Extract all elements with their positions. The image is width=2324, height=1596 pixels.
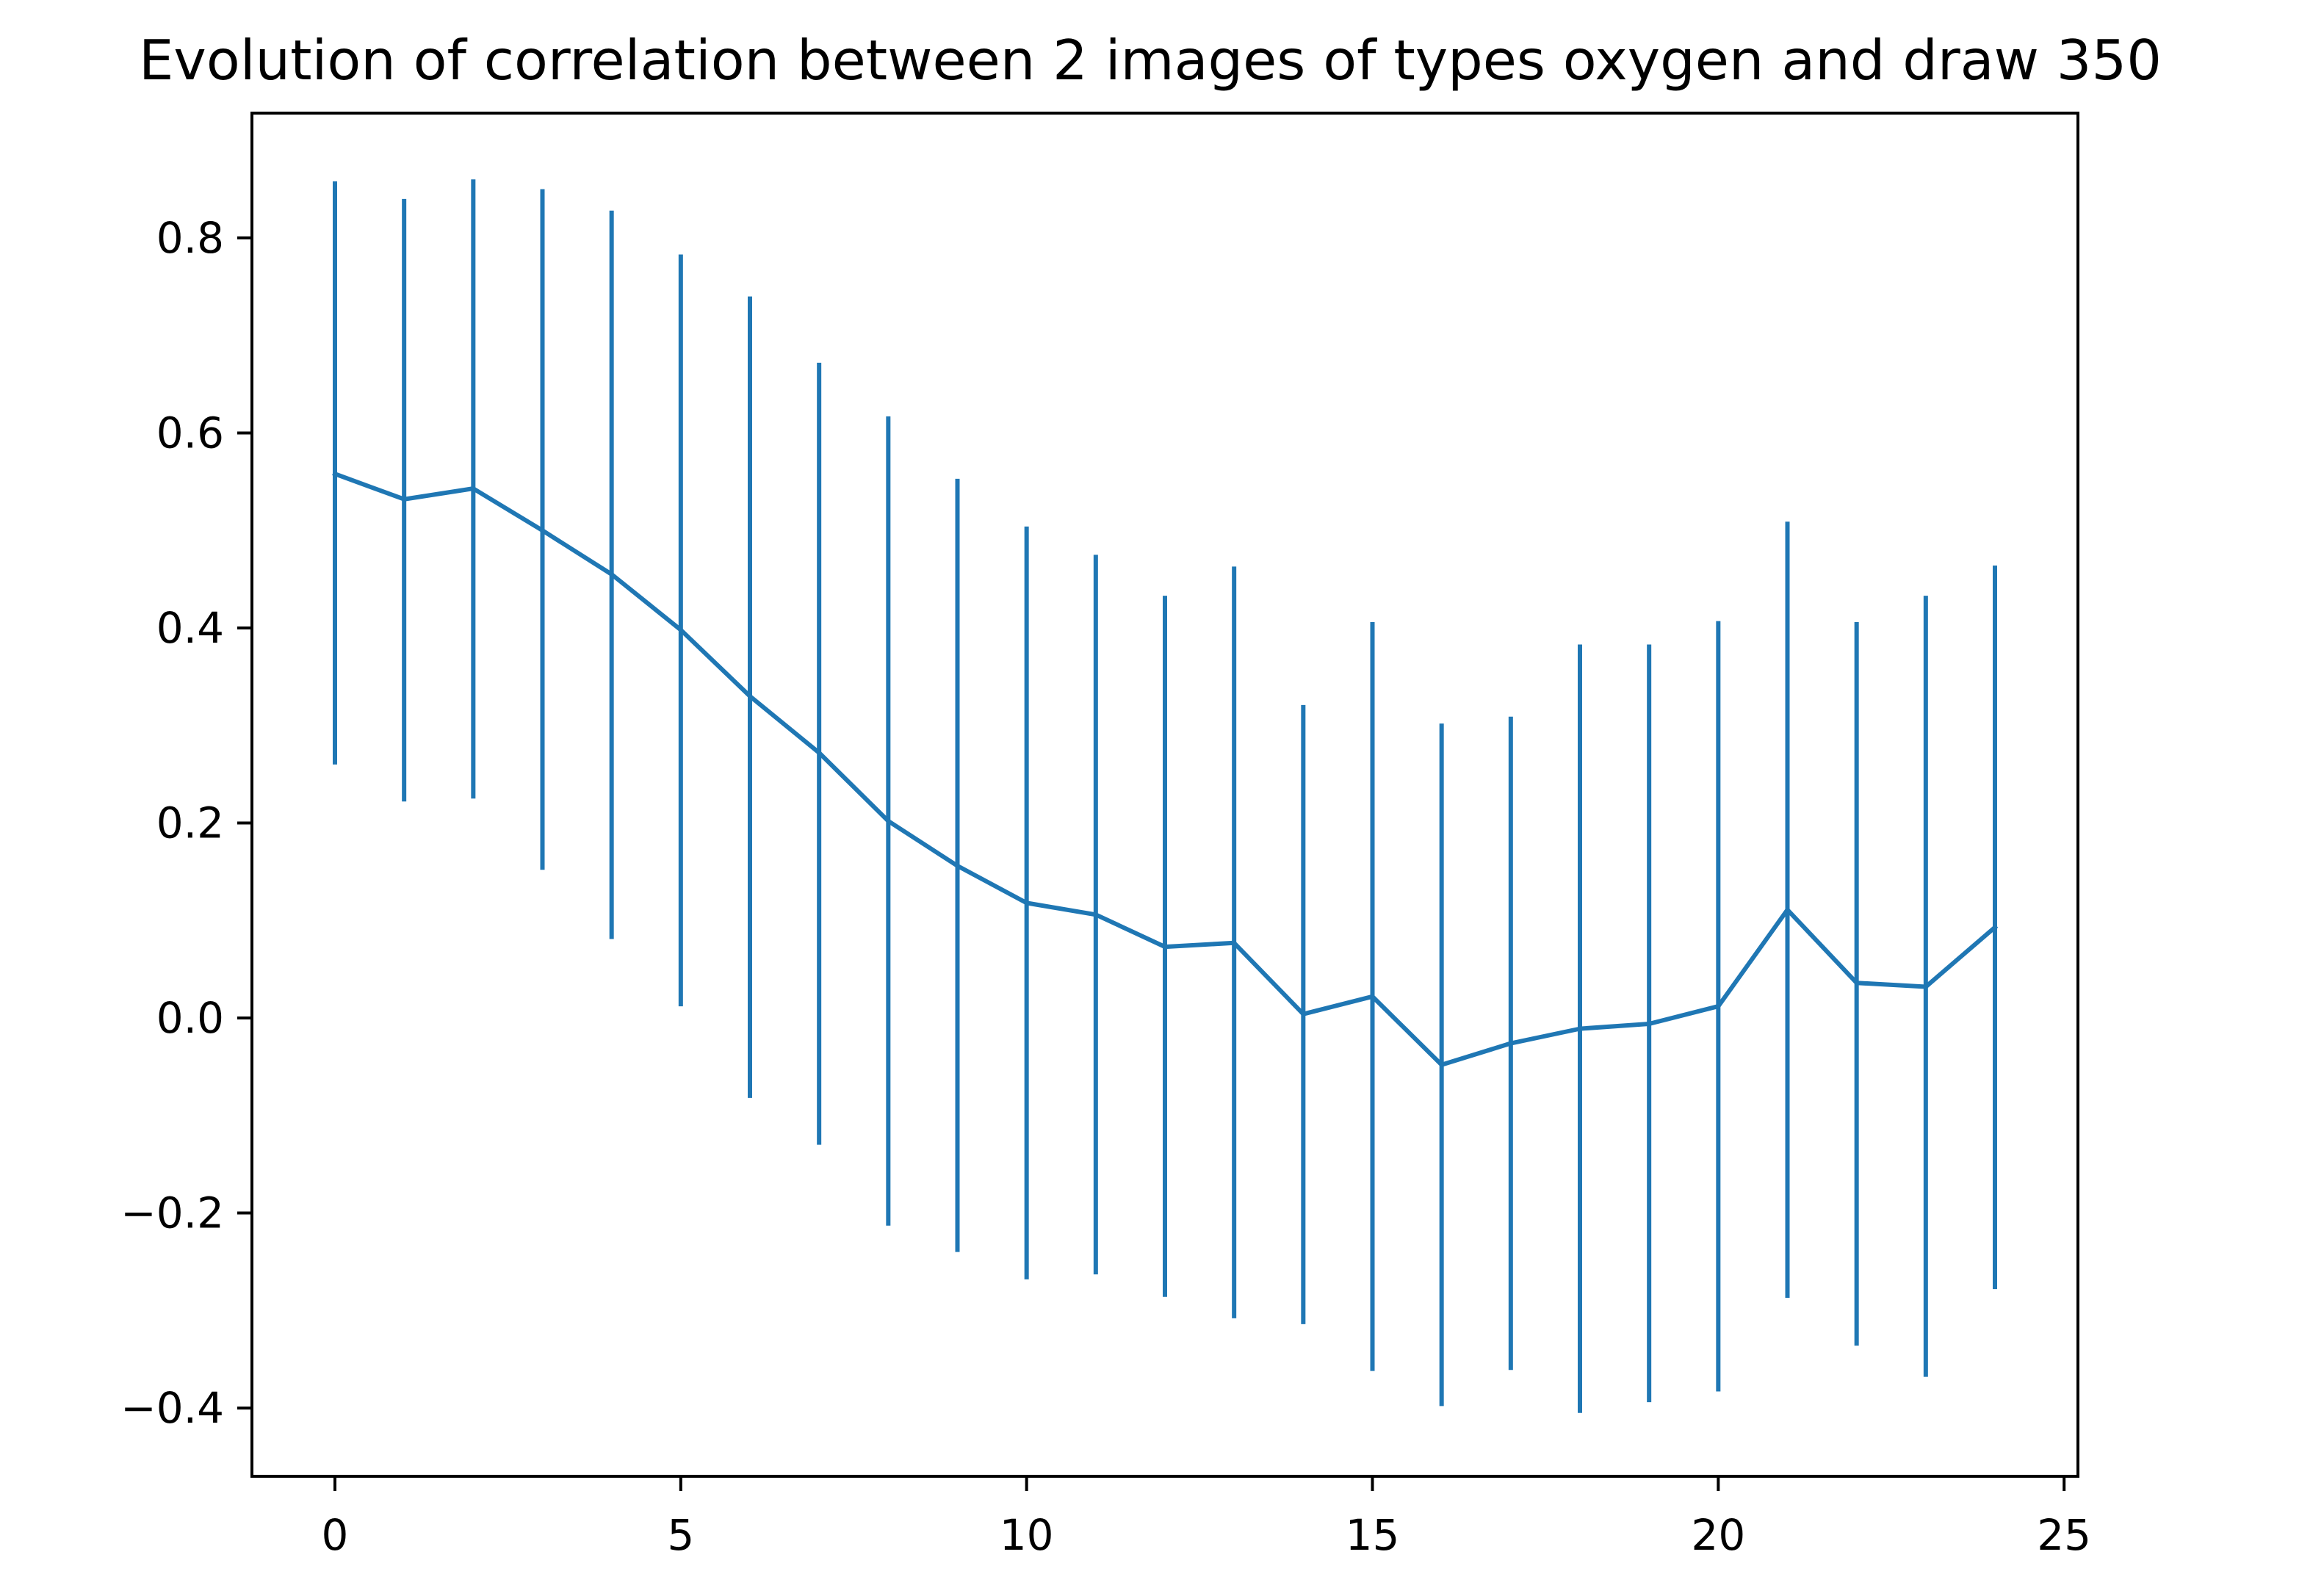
x-tick-label: 10 xyxy=(1000,1510,1054,1560)
y-tick-label: −0.2 xyxy=(120,1188,224,1238)
x-tick-label: 15 xyxy=(1346,1510,1400,1560)
x-tick-label: 20 xyxy=(1691,1510,1745,1560)
y-tick-label: 0.2 xyxy=(156,798,224,848)
y-tick-label: −0.4 xyxy=(120,1383,224,1433)
chart-title: Evolution of correlation between 2 image… xyxy=(139,28,2162,93)
x-tick-label: 0 xyxy=(322,1510,349,1560)
y-tick-label: 0.8 xyxy=(156,213,224,263)
y-tick-label: 0.0 xyxy=(156,993,224,1043)
y-tick-label: 0.6 xyxy=(156,408,224,458)
x-tick-label: 25 xyxy=(2037,1510,2091,1560)
y-tick-label: 0.4 xyxy=(156,603,224,653)
x-tick-label: 5 xyxy=(667,1510,694,1560)
